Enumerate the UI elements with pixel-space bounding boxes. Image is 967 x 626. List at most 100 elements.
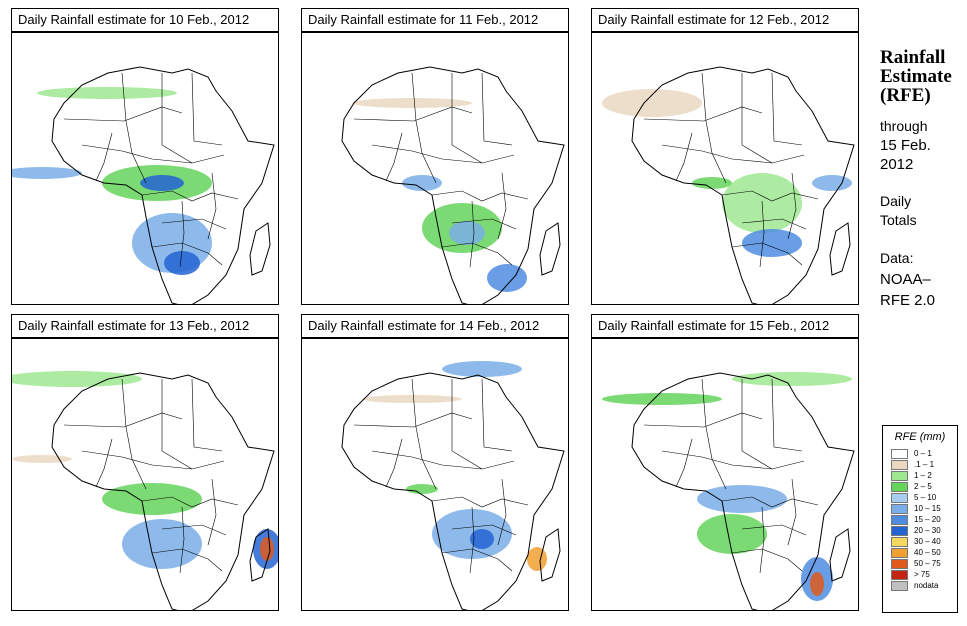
- legend-title: RFE (mm): [894, 431, 946, 443]
- country-border: [385, 132, 403, 182]
- data-label: Data:: [880, 250, 914, 266]
- rainfall-area: [692, 177, 732, 189]
- legend-label: > 75: [914, 569, 930, 579]
- africa-coastline: [51, 66, 275, 304]
- africa-map: [602, 372, 855, 610]
- sidebar-title-line: Rainfall: [880, 47, 946, 68]
- country-border: [95, 132, 113, 182]
- country-border: [161, 73, 193, 164]
- daily-label-line1: Daily: [880, 193, 912, 209]
- country-border: [661, 144, 805, 164]
- map-panel-15-feb: Daily Rainfall estimate for 15 Feb., 201…: [591, 314, 859, 611]
- legend-swatch: [891, 558, 908, 569]
- country-border: [731, 548, 803, 572]
- country-border: [741, 524, 807, 536]
- legend-label: 1 – 2: [914, 470, 932, 480]
- sidebar-title: Rainfall Estimate (RFE): [880, 48, 952, 105]
- country-border: [451, 218, 517, 230]
- country-border: [411, 378, 437, 490]
- country-border: [481, 378, 513, 452]
- legend-item: 40 – 50: [891, 547, 941, 558]
- country-border: [63, 106, 183, 122]
- rainfall-area: [442, 361, 522, 377]
- rainfall-map: [591, 338, 859, 611]
- rainfall-area: [37, 87, 177, 99]
- country-border: [161, 524, 227, 536]
- rainfall-area: [602, 89, 702, 117]
- country-border: [371, 144, 515, 164]
- country-border: [179, 200, 185, 268]
- legend-swatch: [891, 514, 908, 525]
- country-border: [161, 379, 193, 470]
- country-border: [151, 242, 223, 266]
- daily-label-line2: Totals: [880, 212, 917, 228]
- legend-swatch: [891, 503, 908, 514]
- country-border: [771, 378, 803, 452]
- sidebar-title-line: Estimate: [880, 66, 952, 87]
- country-border: [675, 132, 693, 182]
- legend-swatch: [891, 459, 908, 470]
- rainfall-area: [487, 264, 527, 292]
- rainfall-area: [470, 529, 494, 549]
- rainfall-area: [742, 229, 802, 257]
- rainfall-area: [352, 98, 472, 108]
- legend-item: 0 – 1: [891, 448, 941, 459]
- legend-label: .1 – 1: [914, 459, 935, 469]
- rainfall-map: [11, 338, 279, 611]
- country-border: [741, 73, 773, 164]
- rainfall-area: [164, 251, 200, 275]
- panel-title: Daily Rainfall estimate for 10 Feb., 201…: [11, 8, 279, 32]
- country-border: [95, 438, 113, 488]
- country-border: [759, 506, 765, 574]
- country-border: [481, 72, 513, 146]
- country-border: [701, 72, 727, 184]
- panel-title: Daily Rainfall estimate for 14 Feb., 201…: [301, 314, 569, 338]
- legend-label: 30 – 40: [914, 536, 941, 546]
- africa-map: [602, 66, 855, 304]
- country-border: [661, 450, 805, 470]
- country-border: [451, 524, 517, 536]
- country-border: [721, 496, 819, 508]
- legend-label: 40 – 50: [914, 547, 941, 557]
- legend-swatch: [891, 536, 908, 547]
- legend-swatch: [891, 448, 908, 459]
- country-border: [721, 190, 819, 202]
- legend-item: 20 – 30: [891, 525, 941, 536]
- country-border: [121, 72, 147, 184]
- country-border: [353, 106, 473, 122]
- legend-label: 5 – 10: [914, 492, 937, 502]
- rainfall-area: [527, 547, 547, 571]
- country-border: [81, 144, 225, 164]
- rainfall-area: [697, 485, 787, 513]
- country-border: [643, 106, 763, 122]
- country-border: [643, 412, 763, 428]
- legend-label: 15 – 20: [914, 514, 941, 524]
- country-border: [787, 478, 797, 546]
- africa-map: [12, 66, 275, 304]
- legend-item: 1 – 2: [891, 470, 941, 481]
- country-border: [741, 379, 773, 470]
- sidebar-title-line: (RFE): [880, 85, 931, 106]
- country-border: [121, 378, 147, 490]
- rainfall-area: [406, 484, 438, 494]
- map-panel-14-feb: Daily Rainfall estimate for 14 Feb., 201…: [301, 314, 569, 611]
- country-border: [353, 412, 473, 428]
- country-border: [371, 450, 515, 470]
- rainfall-area: [140, 175, 184, 191]
- rainfall-area: [402, 175, 442, 191]
- madagascar-outline: [829, 528, 851, 582]
- rainfall-map: [301, 338, 569, 611]
- country-border: [451, 379, 483, 470]
- legend-swatch: [891, 569, 908, 580]
- legend-swatch: [891, 481, 908, 492]
- rainfall-area: [812, 175, 852, 191]
- through-label: through: [880, 118, 928, 134]
- legend-item: 10 – 15: [891, 503, 941, 514]
- source-line1: NOAA–: [880, 271, 931, 288]
- rainfall-area: [12, 455, 72, 463]
- legend-item: .1 – 1: [891, 459, 941, 470]
- rainfall-map: [11, 32, 279, 305]
- country-border: [431, 496, 529, 508]
